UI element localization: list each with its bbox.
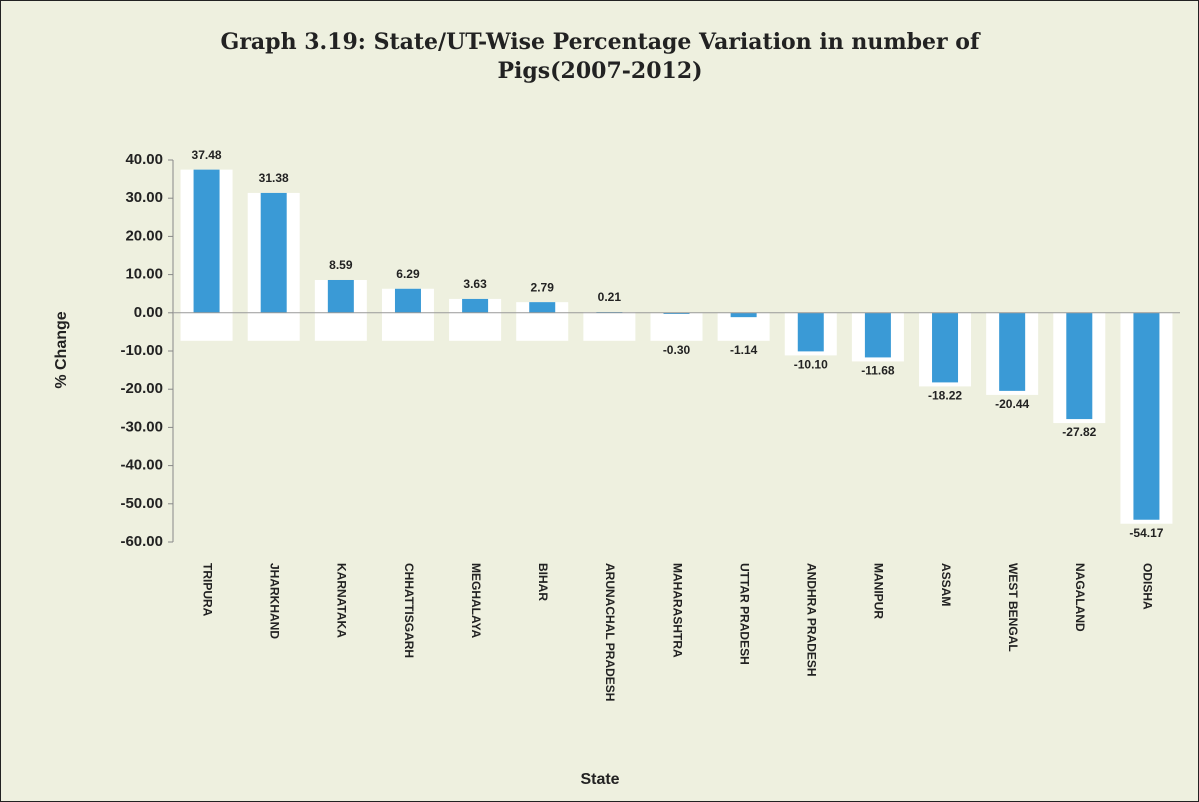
x-tick-label: ASSAM (939, 563, 953, 606)
y-tick-label: -30.00 (120, 418, 163, 435)
y-tick-label: 30.00 (125, 189, 163, 206)
bar (999, 312, 1026, 391)
x-tick-label: MAHARASHTRA (670, 563, 684, 658)
x-tick-label: ARUNACHAL PRADESH (603, 563, 617, 701)
x-tick-label: BIHAR (536, 563, 550, 601)
y-tick-label: 0.00 (134, 304, 163, 321)
data-label: -11.68 (861, 364, 895, 378)
bar (260, 192, 287, 313)
bar (1066, 312, 1093, 420)
bar (462, 298, 489, 313)
bar (394, 288, 421, 313)
data-label: 3.63 (463, 277, 487, 291)
bar (529, 302, 556, 313)
y-tick-label: -20.00 (120, 380, 163, 397)
x-tick-label: ODISHA (1140, 563, 1154, 610)
data-label: -0.30 (663, 343, 691, 357)
x-tick-label: TRIPURA (200, 563, 214, 617)
y-tick-label: -10.00 (120, 342, 163, 359)
data-label: -10.10 (794, 358, 828, 372)
bar (932, 312, 959, 383)
x-tick-label: JHARKHAND (268, 563, 282, 639)
data-label: -18.22 (928, 389, 962, 403)
y-tick-label: 20.00 (125, 227, 163, 244)
x-tick-label: NAGALAND (1073, 563, 1087, 632)
bar (327, 279, 354, 313)
x-tick-label: MEGHALAYA (469, 563, 483, 638)
data-label: 37.48 (192, 148, 222, 162)
bar (1133, 312, 1160, 520)
data-label: -27.82 (1062, 425, 1096, 439)
data-label: 8.59 (329, 258, 353, 272)
bar (864, 312, 891, 358)
data-label: -1.14 (730, 343, 758, 357)
x-tick-label: KARNATAKA (335, 563, 349, 638)
x-axis-label: State (580, 771, 619, 788)
bar-backdrop (650, 312, 703, 341)
data-label: -20.44 (995, 397, 1029, 411)
y-tick-label: 10.00 (125, 266, 163, 283)
bar-backdrop (583, 311, 636, 341)
x-tick-label: CHHATTISGARH (402, 563, 416, 658)
bar-backdrop (717, 312, 770, 341)
y-tick-label: 40.00 (125, 151, 163, 168)
y-axis-label: % Change (53, 311, 70, 388)
bar (193, 169, 220, 313)
x-tick-label: MANIPUR (872, 563, 886, 619)
bar (797, 312, 824, 352)
x-tick-label: ANDHRA PRADESH (805, 563, 819, 677)
bar (663, 312, 690, 314)
x-tick-label: WEST BENGAL (1006, 563, 1020, 652)
y-tick-label: -40.00 (120, 457, 163, 474)
y-tick-label: -50.00 (120, 495, 163, 512)
data-label: -54.17 (1129, 526, 1163, 540)
data-label: 6.29 (396, 267, 420, 281)
y-tick-label: -60.00 (120, 533, 163, 550)
bar (730, 312, 757, 318)
chart-title: Graph 3.19: State/UT-Wise Percentage Var… (220, 29, 980, 84)
data-label: 0.21 (598, 290, 622, 304)
data-label: 2.79 (531, 280, 555, 294)
x-tick-label: UTTAR PRADESH (737, 563, 751, 665)
data-label: 31.38 (259, 171, 289, 185)
